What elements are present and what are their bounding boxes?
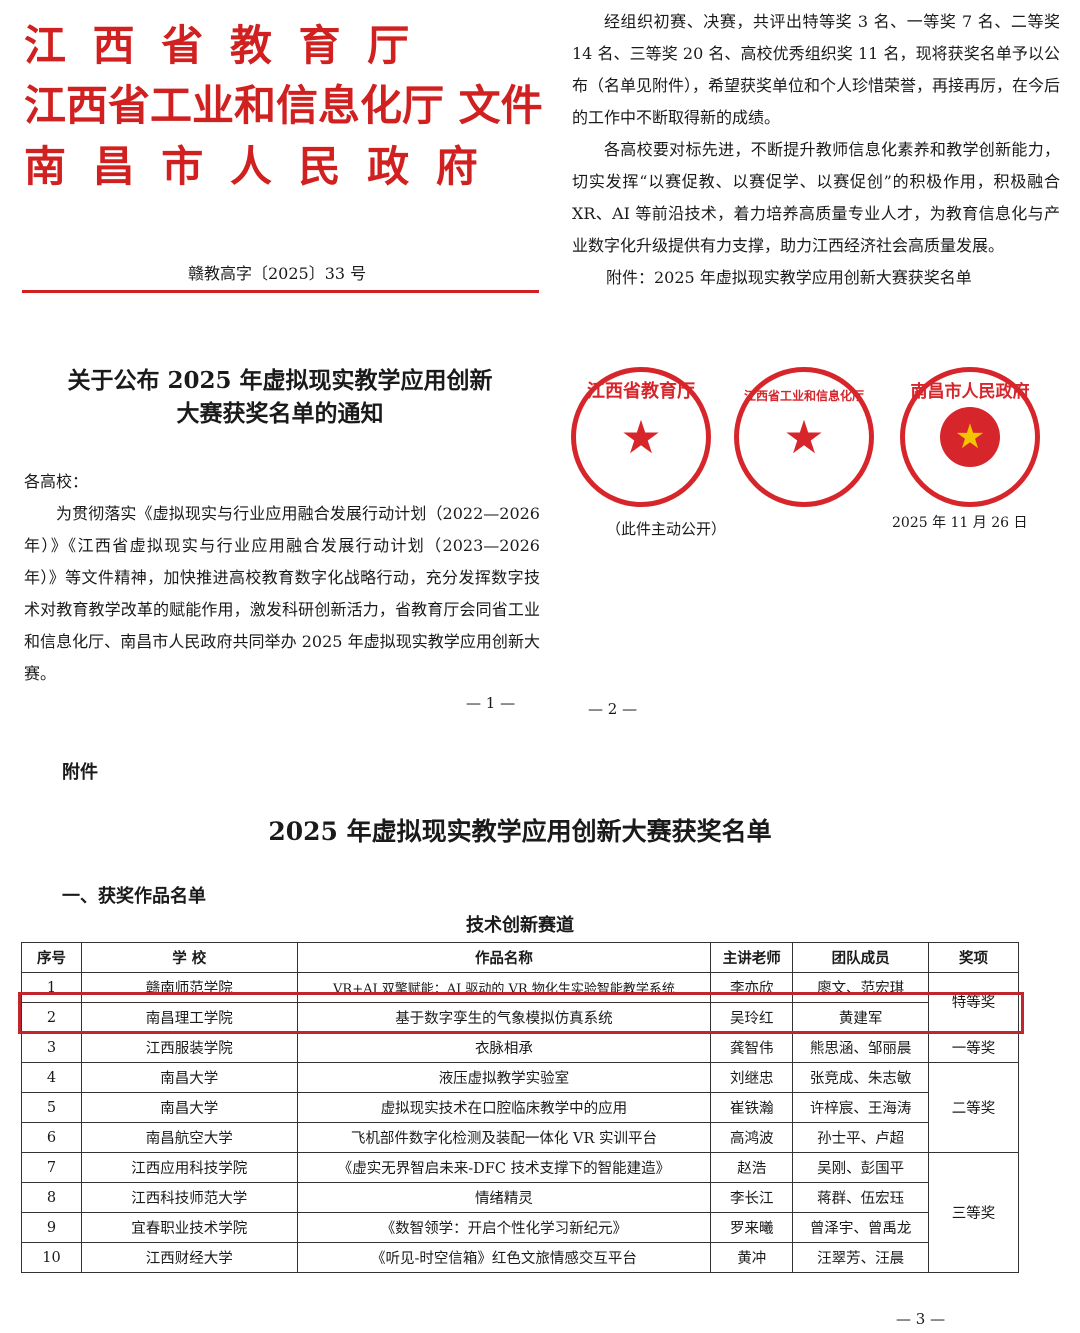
notice-body-column: 各高校： 为贯彻落实《虚拟现实与行业应用融合发展行动计划（2022—2026 年… [24, 466, 540, 712]
cell: 3 [21, 1032, 82, 1063]
cell: 7 [21, 1152, 82, 1183]
cell: 5 [21, 1092, 82, 1123]
seal-nanchang-gov: 南昌市人民政府 ★ [900, 367, 1040, 507]
cell: 8 [21, 1182, 82, 1213]
attachment-label: 附件 [62, 762, 98, 783]
table-row: 9 宜春职业技术学院 《数智领学：开启个性化学习新纪元》 罗来曦 曾泽宇、曾禹龙 [21, 1212, 1019, 1243]
issue-date: 2025 年 11 月 26 日 [892, 515, 1028, 531]
cell: 南昌航空大学 [80, 1122, 298, 1153]
red-divider [22, 290, 539, 293]
header-school: 学 校 [80, 942, 298, 973]
cell: 蒋群、伍宏珏 [792, 1182, 930, 1213]
issuer-3: 南 昌 市 人 民 政 府 [24, 142, 484, 191]
cell: 南昌大学 [80, 1092, 298, 1123]
cell: 1 [21, 972, 82, 1003]
notice-title: 关于公布 2025 年虚拟现实教学应用创新 大赛获奖名单的通知 [30, 364, 530, 430]
cell: 刘继忠 [710, 1062, 794, 1093]
seal-industry-dept: 江西省工业和信息化厅 ★ [734, 367, 874, 507]
seal-text: 南昌市人民政府 [910, 382, 1030, 402]
cell: 江西服装学院 [80, 1032, 298, 1063]
cell: 2 [21, 1002, 82, 1033]
cell: 孙士平、卢超 [792, 1122, 930, 1153]
public-note: （此件主动公开） [606, 520, 727, 538]
cell: 张竞成、朱志敏 [792, 1062, 930, 1093]
issuer-1: 江 西 省 教 育 厅 [24, 21, 416, 70]
cell: 虚拟现实技术在口腔临床教学中的应用 [296, 1092, 712, 1123]
header-index: 序号 [21, 942, 82, 973]
table-row: 3 江西服装学院 衣脉相承 龚智伟 熊思涵、邹丽晨 一等奖 [21, 1032, 1019, 1063]
cell: 赵浩 [710, 1152, 794, 1183]
cell: 衣脉相承 [296, 1032, 712, 1063]
seal-education-dept: 江西省教育厅 ★ [571, 367, 711, 507]
award-cell: 一等奖 [928, 1032, 1019, 1063]
header-teacher: 主讲老师 [710, 942, 794, 973]
track-heading: 技术创新赛道 [466, 915, 574, 936]
table-header-row: 序号 学 校 作品名称 主讲老师 团队成员 奖项 [21, 942, 1019, 973]
award-cell: 三等奖 [928, 1152, 1019, 1273]
table-row: 10 江西财经大学 《听见-时空信箱》红色文旅情感交互平台 黄冲 汪翠芳、汪晨 [21, 1242, 1019, 1273]
cell: 崔铁瀚 [710, 1092, 794, 1123]
cell: 南昌大学 [80, 1062, 298, 1093]
award-cell: 特等奖 [928, 972, 1019, 1033]
table-row: 4 南昌大学 液压虚拟教学实验室 刘继忠 张竞成、朱志敏 二等奖 [21, 1062, 1019, 1153]
attachment-note: 附件：2025 年虚拟现实教学应用创新大赛获奖名单 [606, 268, 972, 287]
requirements-paragraph: 各高校要对标先进，不断提升教师信息化素养和教学创新能力，切实发挥“以赛促教、以赛… [572, 140, 1060, 255]
cell: 熊思涵、邹丽晨 [792, 1032, 930, 1063]
notice-body: 为贯彻落实《虚拟现实与行业应用融合发展行动计划（2022—2026 年）》《江西… [24, 504, 540, 683]
page-number-2: — 2 — [588, 700, 638, 718]
cell: 《虚实无界智启未来-DFC 技术支撑下的智能建造》 [296, 1152, 712, 1183]
cell: 江西应用科技学院 [80, 1152, 298, 1183]
cell: 宜春职业技术学院 [80, 1212, 298, 1243]
header-work: 作品名称 [296, 942, 712, 973]
cell: 4 [21, 1062, 82, 1093]
highlight-box [18, 992, 1024, 1034]
section-heading: 一、获奖作品名单 [62, 886, 206, 907]
star-icon: ★ [783, 410, 825, 464]
table-row: 8 江西科技师范大学 情绪精灵 李长江 蒋群、伍宏珏 [21, 1182, 1019, 1213]
table-row: 6 南昌航空大学 飞机部件数字化检测及装配一体化 VR 实训平台 高鸿波 孙士平、卢超 [21, 1122, 1019, 1153]
cell: 南昌理工学院 [80, 1002, 298, 1033]
seal-text: 江西省工业和信息化厅 [743, 389, 864, 403]
cell: 黄冲 [710, 1242, 794, 1273]
cell: 液压虚拟教学实验室 [296, 1062, 712, 1093]
cell: 《数智领学：开启个性化学习新纪元》 [296, 1212, 712, 1243]
list-title: 2025 年虚拟现实教学应用创新大赛获奖名单 [268, 817, 772, 846]
issuer-2: 江西省工业和信息化厅 文件 [24, 81, 543, 130]
award-cell: 二等奖 [928, 1062, 1019, 1153]
star-icon: ★ [620, 410, 662, 464]
cell: 许梓宸、王海涛 [792, 1092, 930, 1123]
cell: 10 [21, 1242, 82, 1273]
page-number-3: — 3 — [896, 1310, 946, 1328]
table-row: 7 江西应用科技学院 《虚实无界智启未来-DFC 技术支撑下的智能建造》 赵浩 吴刚、彭… [21, 1152, 1019, 1273]
page-2-text-column: 经组织初赛、决赛，共评出特等奖 3 名、一等奖 7 名、二等奖 14 名、三等奖… [572, 6, 1060, 294]
cell: 罗来曦 [710, 1212, 794, 1243]
emblem-icon: ★ [940, 407, 1000, 467]
cell: 龚智伟 [710, 1032, 794, 1063]
header-team: 团队成员 [792, 942, 930, 973]
header-award: 奖项 [928, 942, 1019, 973]
cell: 飞机部件数字化检测及装配一体化 VR 实训平台 [296, 1122, 712, 1153]
cell: 黄建军 [792, 1002, 930, 1033]
salutation: 各高校： [24, 472, 89, 491]
notice-title-line: 关于公布 2025 年虚拟现实教学应用创新 [67, 367, 493, 394]
cell: 情绪精灵 [296, 1182, 712, 1213]
cell: 《听见-时空信箱》红色文旅情感交互平台 [296, 1242, 712, 1273]
page-number-1: — 1 — [466, 694, 516, 712]
cell: 汪翠芳、汪晨 [792, 1242, 930, 1273]
cell: 吴玲红 [710, 1002, 794, 1033]
seal-text: 江西省教育厅 [587, 381, 695, 402]
doc-number: 赣教高字〔2025〕33 号 [188, 264, 367, 283]
results-paragraph: 经组织初赛、决赛，共评出特等奖 3 名、一等奖 7 名、二等奖 14 名、三等奖… [572, 12, 1061, 127]
table-row: 5 南昌大学 虚拟现实技术在口腔临床教学中的应用 崔铁瀚 许梓宸、王海涛 [21, 1092, 1019, 1123]
cell: 江西财经大学 [80, 1242, 298, 1273]
cell: 6 [21, 1122, 82, 1153]
notice-title-line: 大赛获奖名单的通知 [176, 400, 384, 427]
cell: 曾泽宇、曾禹龙 [792, 1212, 930, 1243]
cell: 9 [21, 1212, 82, 1243]
cell: 吴刚、彭国平 [792, 1152, 930, 1183]
cell: 高鸿波 [710, 1122, 794, 1153]
cell: 李长江 [710, 1182, 794, 1213]
cell: 江西科技师范大学 [80, 1182, 298, 1213]
